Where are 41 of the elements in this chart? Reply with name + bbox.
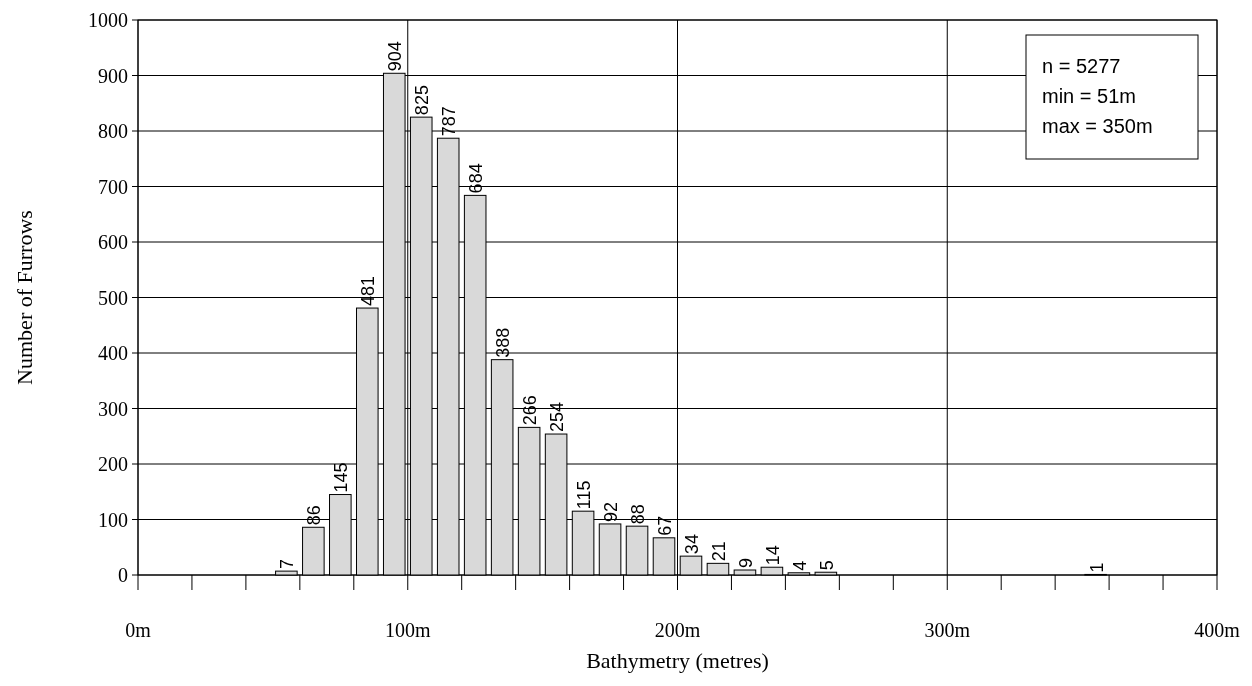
- y-tick-label: 1000: [88, 9, 128, 31]
- data-label: 115: [574, 480, 595, 510]
- data-label: 787: [439, 106, 460, 137]
- annotation: n = 5277: [1042, 55, 1121, 77]
- y-tick-label: 200: [98, 453, 128, 475]
- y-tick-label: 300: [98, 397, 128, 420]
- data-label: 388: [493, 327, 514, 358]
- y-tick-label: 100: [98, 508, 128, 531]
- data-label: 86: [304, 505, 325, 526]
- data-label: 825: [412, 85, 433, 116]
- data-label: 14: [762, 545, 783, 566]
- data-label: 4: [789, 560, 810, 571]
- y-tick-label: 800: [98, 120, 128, 142]
- x-tick-label: 200m: [654, 619, 701, 641]
- y-tick-label: 700: [98, 175, 128, 198]
- data-label: 1: [1086, 562, 1107, 573]
- y-tick-label: 500: [98, 286, 128, 309]
- y-tick-label: 600: [98, 231, 128, 253]
- data-label: 254: [547, 401, 568, 433]
- y-tick-label: 400: [98, 342, 128, 364]
- x-tick-label: 0m: [125, 619, 152, 641]
- data-label: 9: [735, 557, 756, 569]
- x-axis-title: Bathymetry (metres): [586, 648, 769, 673]
- data-label: 481: [358, 276, 379, 307]
- x-tick-label: 300m: [924, 619, 971, 641]
- annotation: max = 350m: [1042, 115, 1153, 137]
- data-label: 21: [708, 541, 729, 562]
- y-tick-label: 0: [118, 564, 128, 586]
- x-tick-label: 400m: [1194, 619, 1241, 641]
- annotation: min = 51m: [1042, 85, 1136, 107]
- data-label: 904: [385, 41, 406, 72]
- data-label: 88: [628, 504, 649, 525]
- data-label: 684: [466, 163, 487, 194]
- y-axis-title: Number of Furrows: [12, 210, 37, 385]
- y-tick-label: 900: [98, 64, 128, 87]
- data-label: 145: [331, 462, 352, 493]
- data-label: 266: [520, 395, 541, 426]
- x-tick-label: 100m: [384, 619, 431, 641]
- data-label: 7: [277, 559, 298, 570]
- data-label: 34: [681, 534, 702, 555]
- data-label: 5: [816, 560, 837, 571]
